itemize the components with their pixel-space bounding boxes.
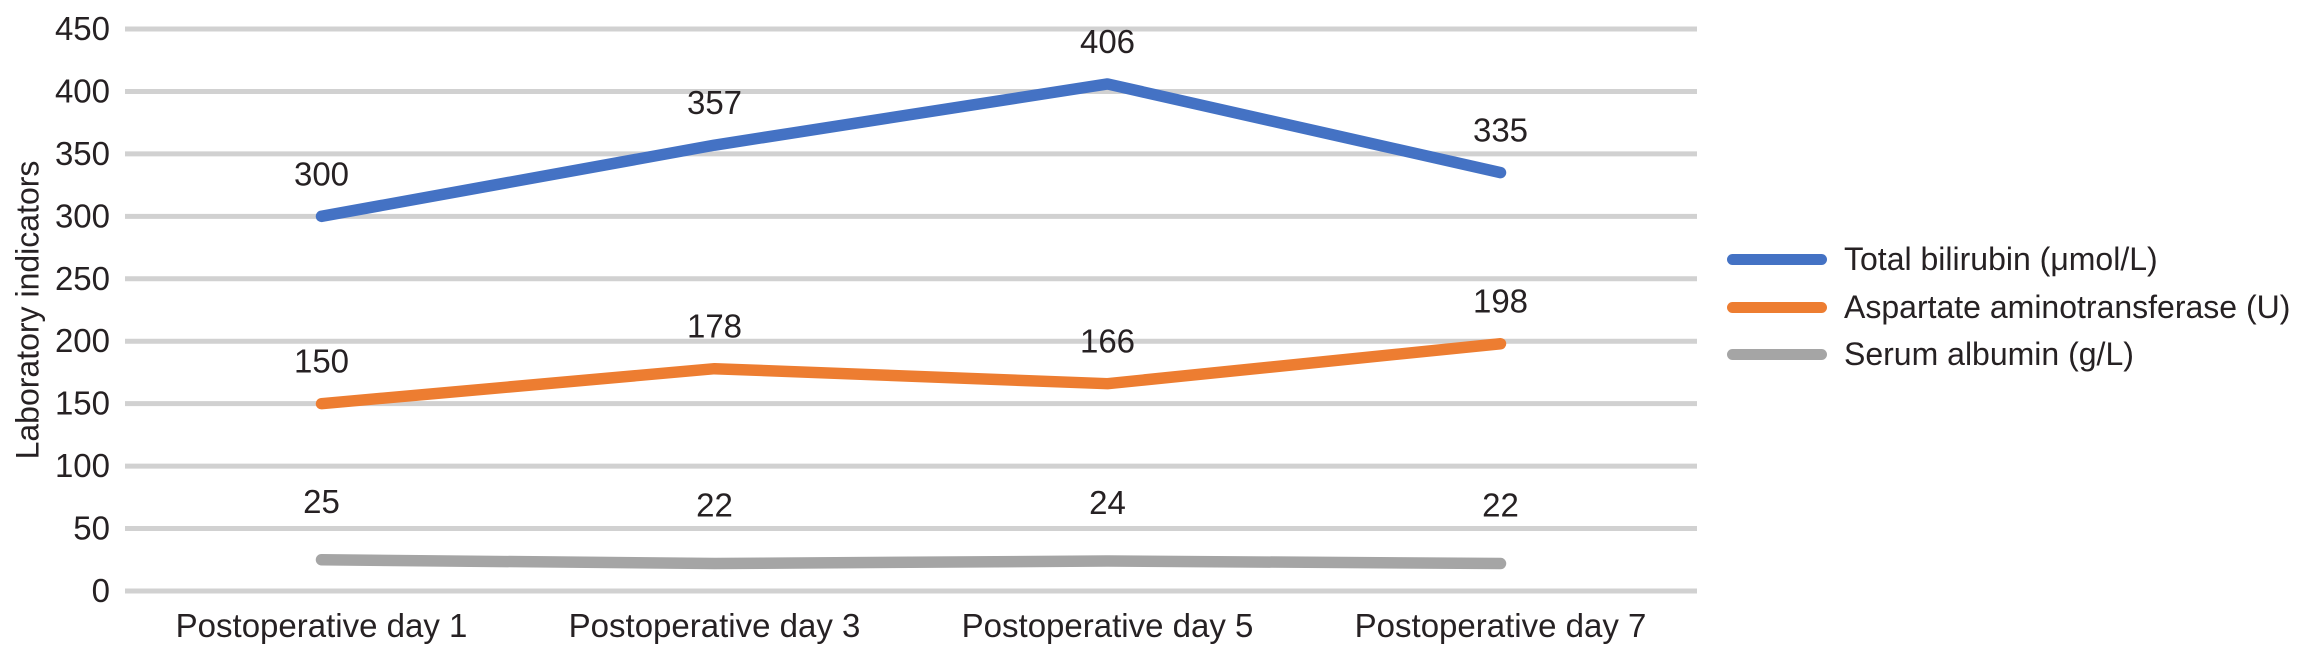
data-label: 198 xyxy=(1473,283,1528,320)
y-tick-label: 100 xyxy=(55,447,110,484)
series-line xyxy=(315,78,1507,223)
y-axis-title: Laboratory indicators xyxy=(9,160,46,460)
data-label: 357 xyxy=(687,84,742,121)
legend-label: Aspartate aminotransferase (U) xyxy=(1844,288,2291,325)
legend-swatch-total-bilirubin xyxy=(1727,254,1827,266)
y-tick-label: 0 xyxy=(92,572,110,609)
y-tick-label: 150 xyxy=(55,385,110,422)
legend-label: Serum albumin (g/L) xyxy=(1844,336,2134,373)
x-category-label: Postoperative day 5 xyxy=(962,607,1254,644)
legend-item-total-bilirubin: Total bilirubin (μmol/L) xyxy=(1727,236,2290,284)
data-label: 24 xyxy=(1089,484,1126,521)
y-tick-label: 250 xyxy=(55,260,110,297)
series-line xyxy=(315,554,1507,570)
y-tick-label: 350 xyxy=(55,135,110,172)
y-tick-label: 450 xyxy=(55,10,110,47)
data-label: 178 xyxy=(687,308,742,345)
data-label: 22 xyxy=(1482,487,1519,524)
data-label: 406 xyxy=(1080,23,1135,60)
series-line xyxy=(315,337,1507,410)
x-category-label: Postoperative day 1 xyxy=(176,607,468,644)
legend-swatch-aspartate-aminotransferase xyxy=(1727,301,1827,313)
y-tick-label: 50 xyxy=(73,510,110,547)
data-label: 22 xyxy=(696,487,733,524)
legend-item-serum-albumin: Serum albumin (g/L) xyxy=(1727,331,2290,379)
data-label: 300 xyxy=(294,155,349,192)
x-category-label: Postoperative day 7 xyxy=(1355,607,1647,644)
legend: Total bilirubin (μmol/L) Aspartate amino… xyxy=(1727,236,2290,379)
legend-label: Total bilirubin (μmol/L) xyxy=(1844,241,2158,278)
y-tick-label: 300 xyxy=(55,197,110,234)
legend-item-aspartate-aminotransferase: Aspartate aminotransferase (U) xyxy=(1727,284,2290,332)
legend-swatch-serum-albumin xyxy=(1727,349,1827,361)
data-label: 166 xyxy=(1080,323,1135,360)
data-label: 335 xyxy=(1473,112,1528,149)
data-label: 25 xyxy=(303,483,340,520)
data-label: 150 xyxy=(294,343,349,380)
y-tick-label: 200 xyxy=(55,322,110,359)
y-tick-label: 400 xyxy=(55,72,110,109)
x-category-label: Postoperative day 3 xyxy=(569,607,861,644)
